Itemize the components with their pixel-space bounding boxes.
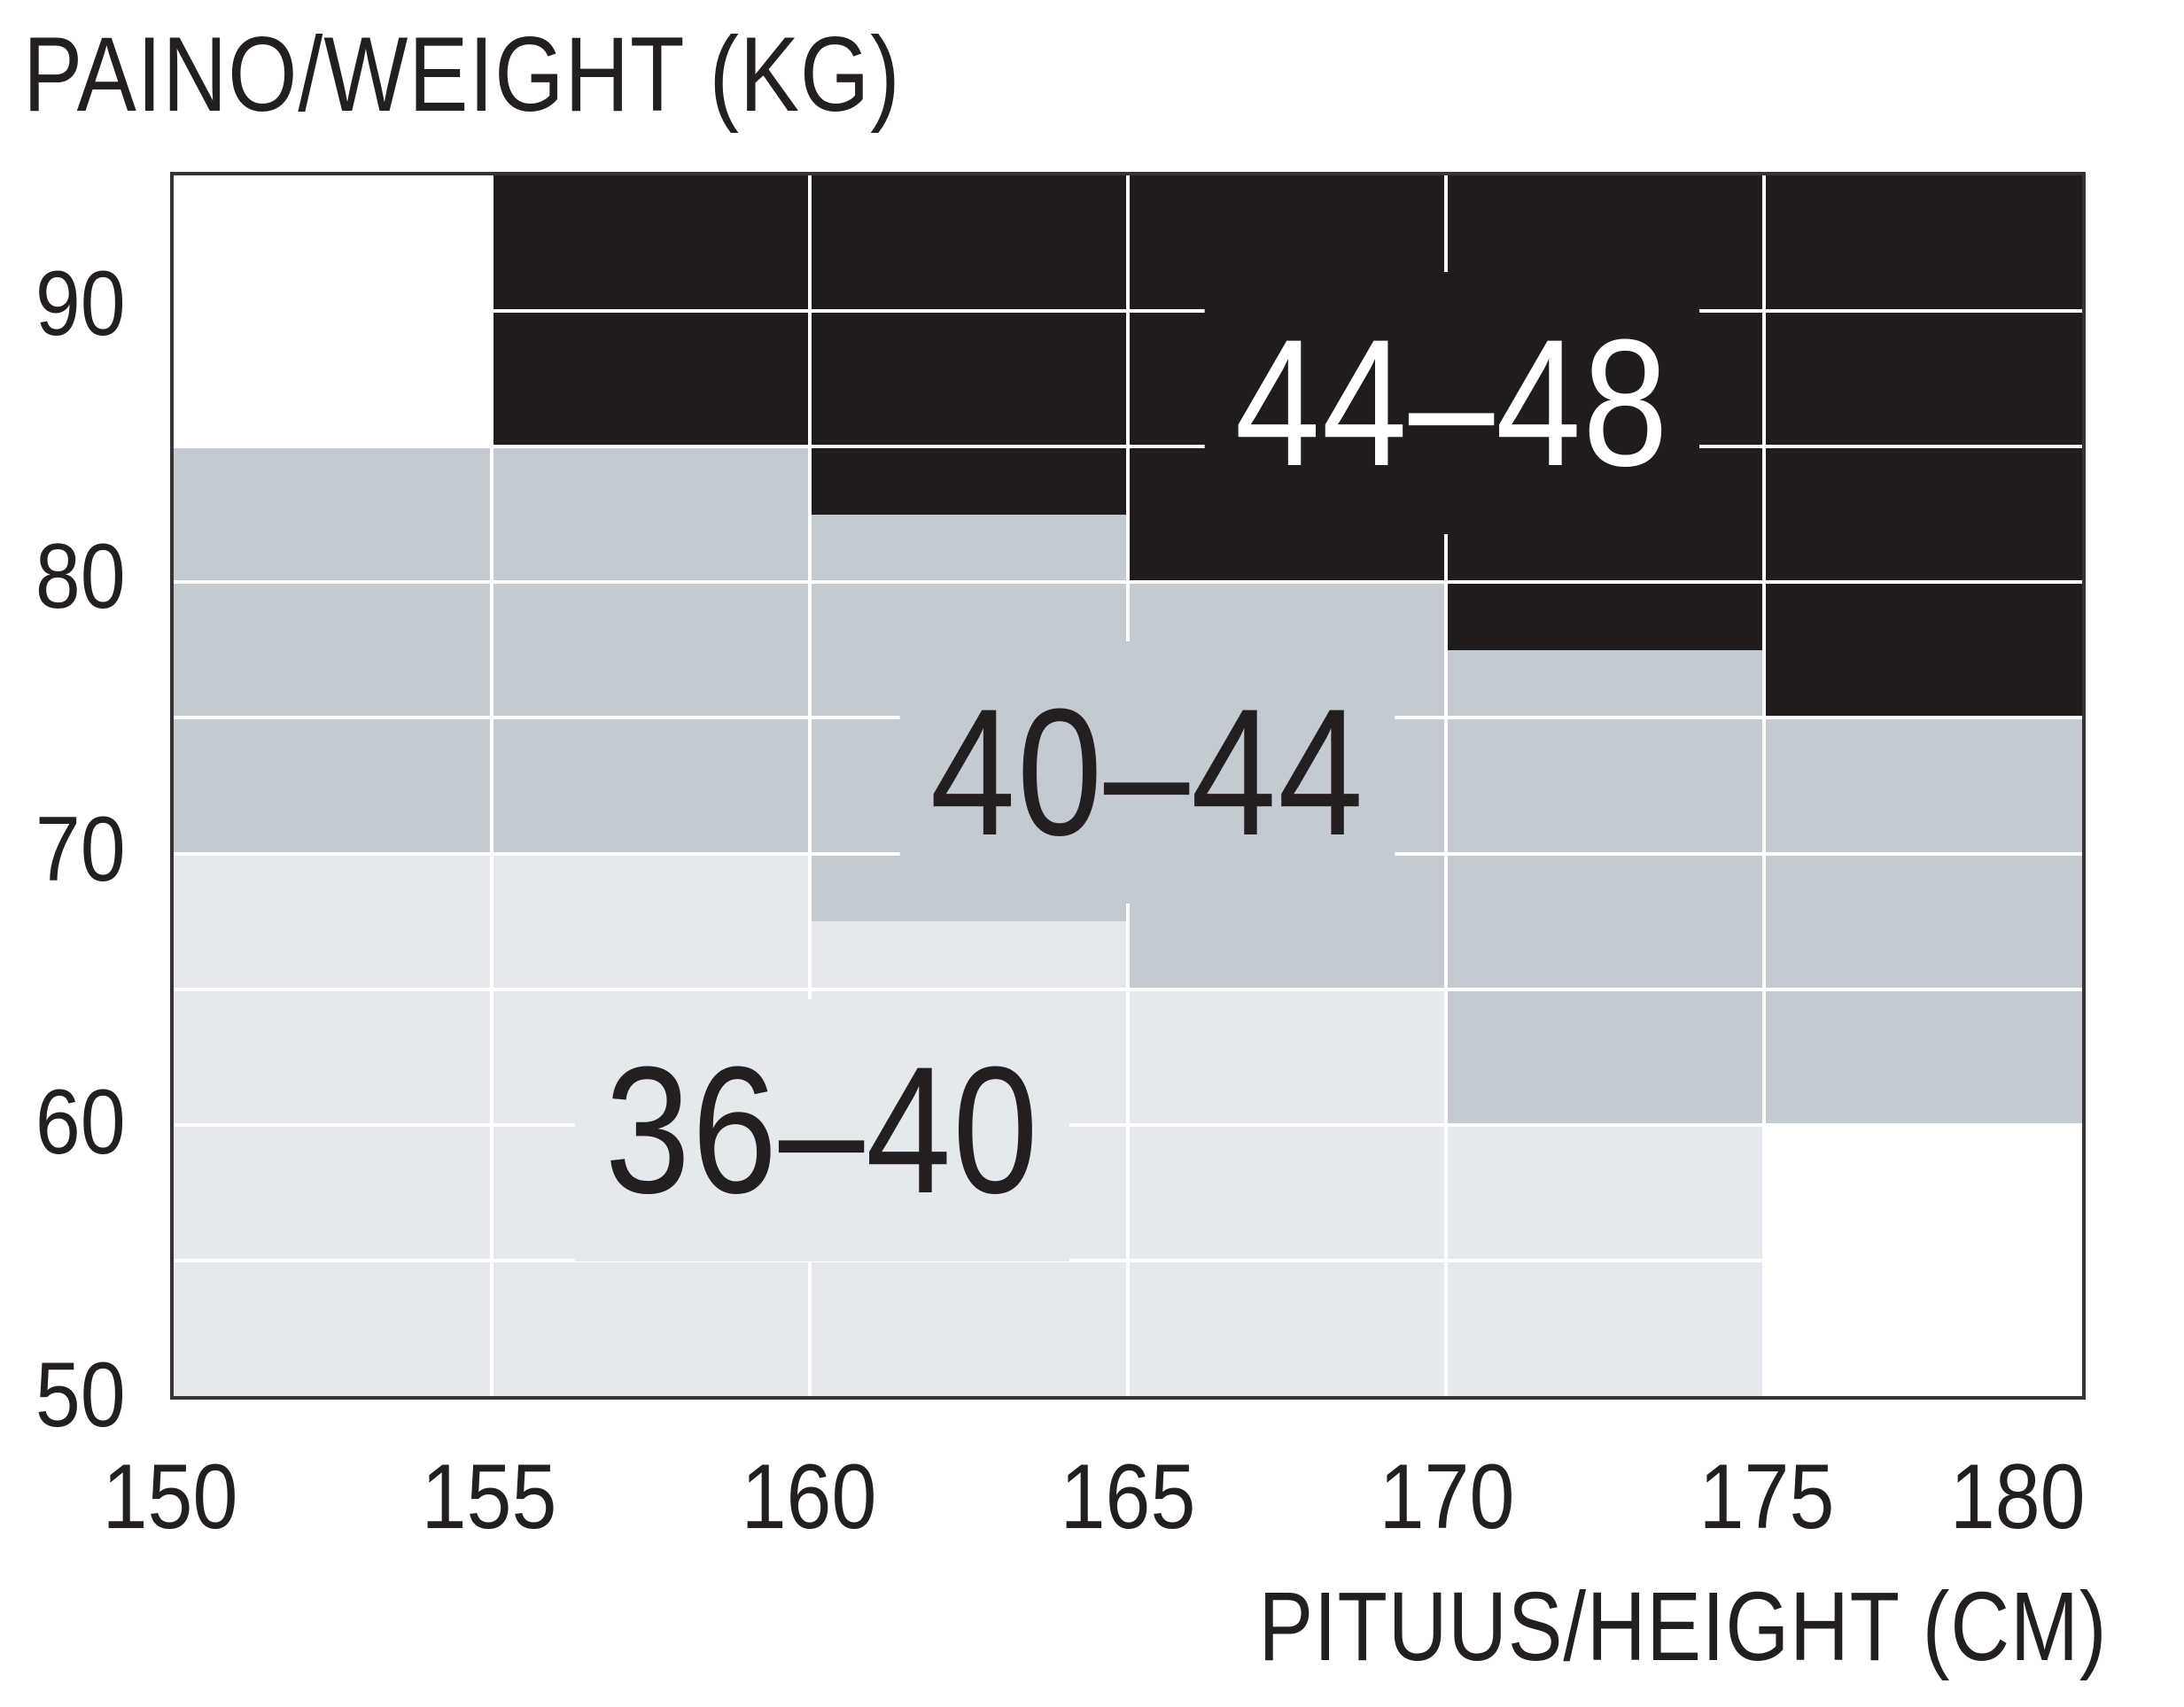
gridline-horizontal-80	[174, 580, 2082, 585]
gridline-horizontal-90	[174, 309, 2082, 314]
chart-title: PAINO/WEIGHT (KG)	[23, 15, 901, 134]
x-tick-160: 160	[741, 1446, 877, 1548]
gridline-horizontal-55	[174, 1258, 2082, 1262]
region-cell-40-44	[492, 446, 810, 854]
region-label-36-40: 36–40	[575, 998, 1070, 1261]
y-tick-60: 60	[35, 1070, 126, 1174]
gridline-horizontal-85	[174, 445, 2082, 449]
x-tick-180: 180	[1950, 1446, 2086, 1548]
x-tick-165: 165	[1060, 1446, 1196, 1548]
x-tick-155: 155	[421, 1446, 557, 1548]
gridline-vertical-155	[490, 175, 494, 1396]
gridline-vertical-160	[808, 175, 812, 1396]
y-tick-80: 80	[35, 524, 126, 628]
x-tick-170: 170	[1379, 1446, 1515, 1548]
gridline-vertical-175	[1762, 175, 1766, 1396]
gridline-horizontal-65	[174, 987, 2082, 991]
y-tick-90: 90	[35, 252, 126, 355]
region-cell-40-44	[1764, 718, 2082, 1125]
x-axis-tick-labels: 150 155 160 165 170 175 180	[103, 1446, 2086, 1548]
region-cell-40-44	[174, 446, 492, 854]
region-cell-40-44	[1446, 649, 1764, 1125]
x-axis-title: PITUUS/HEIGHT (CM)	[1258, 1572, 2107, 1681]
region-label-40-44: 40–44	[899, 640, 1395, 904]
region-label-44-48: 44–48	[1204, 272, 1700, 535]
y-axis-tick-labels: 90 80 70 60 50	[0, 172, 126, 1441]
region-cell-36-40	[1128, 989, 1446, 1396]
x-tick-150: 150	[102, 1446, 238, 1548]
gridline-vertical-170	[1444, 175, 1448, 1396]
y-tick-50: 50	[35, 1343, 126, 1447]
region-cell-44-48	[810, 175, 1128, 515]
y-tick-70: 70	[35, 797, 126, 901]
gridline-horizontal-60	[174, 1122, 2082, 1127]
x-tick-175: 175	[1698, 1446, 1835, 1548]
plot-area: 44–48 40–44 36–40	[170, 172, 2086, 1400]
